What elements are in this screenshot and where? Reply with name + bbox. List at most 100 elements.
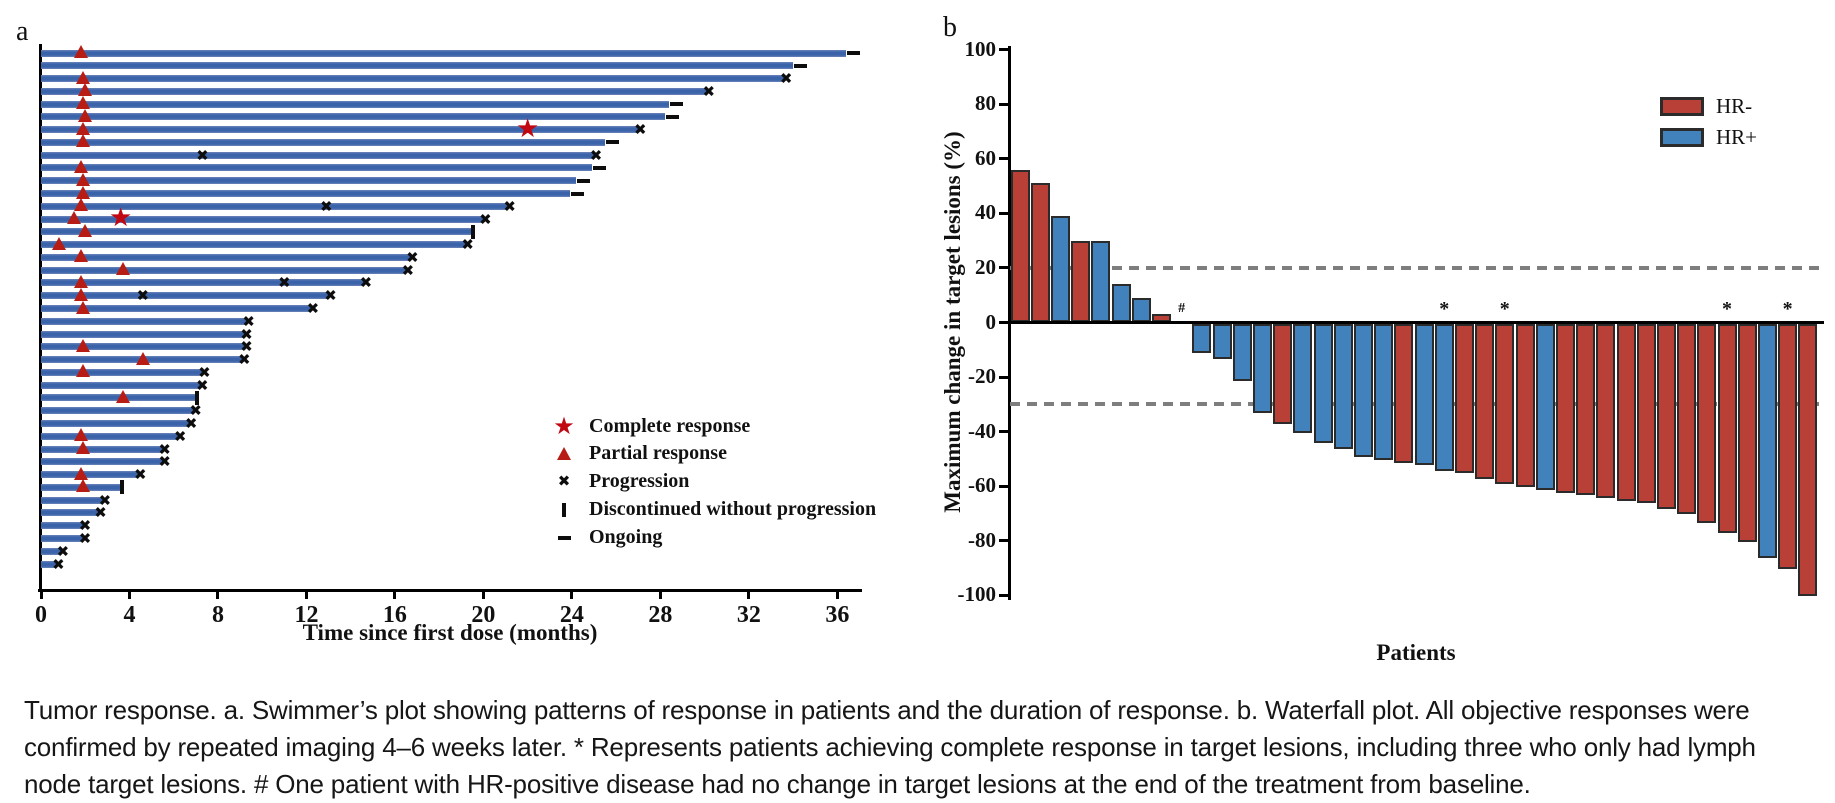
progression-end-marker: ✖ bbox=[237, 350, 251, 369]
swimmer-x-tick-label: 0 bbox=[35, 602, 47, 628]
swimmer-bar bbox=[41, 164, 592, 172]
panel-b-label: b bbox=[943, 12, 957, 43]
waterfall-y-tick-label: -40 bbox=[968, 418, 996, 443]
partial-response-marker bbox=[78, 108, 93, 122]
waterfall-y-tick-label: 100 bbox=[964, 36, 997, 61]
waterfall-y-tickmark bbox=[999, 157, 1008, 161]
waterfall-bar bbox=[1495, 323, 1515, 485]
progression-end-marker: ✖ bbox=[306, 299, 320, 318]
progression-end-marker: ✖ bbox=[134, 465, 147, 484]
progression-end-marker: ✖ bbox=[158, 452, 171, 471]
swimmer-bar bbox=[41, 253, 411, 261]
swimmer-bar bbox=[41, 471, 139, 479]
progression-end-marker: ✖ bbox=[78, 516, 92, 535]
discontinued-end-marker bbox=[194, 390, 199, 405]
swimmer-legend-item: ★ Complete response bbox=[553, 414, 750, 438]
waterfall-bar bbox=[1616, 323, 1636, 501]
waterfall-bar bbox=[1394, 323, 1414, 463]
swimmer-bar bbox=[41, 292, 329, 300]
swimmer-x-tickmark bbox=[481, 590, 485, 599]
progression-end-marker: ✖ bbox=[702, 82, 716, 101]
bar-annotation: # bbox=[1178, 301, 1186, 316]
swimmer-bar bbox=[41, 75, 785, 83]
swimmer-bar bbox=[41, 190, 570, 198]
panel-a-label: a bbox=[16, 16, 29, 47]
progression-marker: ✖ bbox=[196, 146, 209, 165]
partial-response-marker bbox=[73, 428, 88, 442]
progression-marker: ✖ bbox=[320, 197, 333, 216]
swimmer-x-tick-label: 32 bbox=[736, 602, 761, 628]
waterfall-bar bbox=[1252, 323, 1272, 414]
swimmer-bar bbox=[41, 138, 606, 146]
progression-end-marker: ✖ bbox=[324, 286, 337, 305]
progression-end-marker: ✖ bbox=[633, 120, 647, 139]
swimmer-x-tick-label: 8 bbox=[211, 602, 224, 628]
swimmer-x-tickmark bbox=[835, 590, 839, 599]
swimmer-plot-panel: a ✖ ✖ ★ ✖ ✖ ✖ ✖ ✖ ★ ✖ ✖ ✖ ✖ ✖ ✖ ✖ ✖ ✖ ✖ ✖ ✖ ✖ ✖ ✖ ✖ ✖ ✖ ✖ ✖ ✖ ✖ ✖ ✖ ✖ ✖ ✖ 0… bbox=[0, 0, 880, 690]
swimmer-bar bbox=[41, 215, 484, 223]
waterfall-y-tick-label: 0 bbox=[985, 309, 997, 334]
swimmer-x-tickmark bbox=[216, 590, 220, 599]
partial-response-marker bbox=[73, 287, 88, 301]
progression-end-marker: ✖ bbox=[158, 440, 171, 459]
waterfall-bar bbox=[1778, 323, 1798, 569]
waterfall-bar bbox=[1555, 323, 1575, 493]
progression-end-marker: ✖ bbox=[779, 69, 793, 88]
swimmer-bar bbox=[41, 228, 473, 236]
swimmer-bar bbox=[41, 522, 84, 530]
dash-icon bbox=[553, 535, 575, 540]
swimmer-legend-label: Partial response bbox=[589, 442, 727, 464]
waterfall-y-tick-label: -100 bbox=[957, 582, 997, 607]
swimmer-bar bbox=[41, 241, 466, 249]
swimmer-x-tick-label: 20 bbox=[471, 602, 496, 628]
bar-annotation: * bbox=[1499, 298, 1510, 320]
waterfall-y-tickmark bbox=[999, 484, 1008, 488]
waterfall-bar bbox=[1535, 323, 1555, 490]
swimmer-bar bbox=[41, 279, 364, 287]
reference-line bbox=[1010, 265, 1822, 270]
waterfall-y-tickmark bbox=[999, 539, 1008, 543]
partial-response-marker bbox=[115, 262, 130, 276]
waterfall-y-tick-label: 20 bbox=[975, 254, 996, 279]
swimmer-legend-label: Discontinued without progression bbox=[589, 498, 877, 520]
partial-response-marker bbox=[51, 236, 66, 250]
progression-end-marker: ✖ bbox=[242, 312, 255, 331]
waterfall-bar bbox=[1353, 323, 1373, 458]
waterfall-bar bbox=[1313, 323, 1333, 444]
partial-response-marker bbox=[73, 249, 88, 263]
waterfall-y-tickmark bbox=[999, 211, 1008, 215]
progression-end-marker: ✖ bbox=[56, 542, 70, 561]
waterfall-bar bbox=[1454, 323, 1474, 474]
bar-shape bbox=[562, 502, 566, 517]
waterfall-bar bbox=[1737, 323, 1757, 542]
partial-response-marker bbox=[73, 198, 88, 212]
partial-response-marker bbox=[76, 364, 91, 378]
ongoing-end-marker bbox=[592, 165, 606, 170]
waterfall-bar bbox=[1798, 323, 1818, 597]
triangle-icon bbox=[553, 447, 575, 460]
ongoing-end-marker bbox=[670, 102, 684, 107]
waterfall-bar bbox=[1697, 323, 1717, 523]
waterfall-bar bbox=[1212, 323, 1232, 359]
waterfall-y-tick-label: 80 bbox=[975, 91, 996, 116]
swimmer-bar bbox=[41, 496, 103, 504]
swimmer-bar bbox=[41, 509, 99, 517]
waterfall-bar bbox=[1374, 323, 1394, 460]
swimmer-x-tick-label: 36 bbox=[825, 602, 850, 628]
swimmer-legend-item: Ongoing bbox=[553, 526, 662, 549]
swimmer-legend-item: Discontinued without progression bbox=[553, 498, 876, 521]
waterfall-bar bbox=[1475, 323, 1495, 479]
swimmer-bar bbox=[41, 100, 670, 108]
swimmer-bar bbox=[41, 407, 194, 415]
x-icon: ✖ bbox=[557, 472, 571, 490]
discontinued-end-marker bbox=[471, 224, 476, 239]
waterfall-zero-line bbox=[1008, 321, 1824, 324]
waterfall-bar bbox=[1232, 323, 1252, 381]
swimmer-x-axis bbox=[38, 589, 862, 592]
swimmer-bar bbox=[41, 534, 84, 542]
waterfall-legend-label: HR- bbox=[1716, 94, 1753, 118]
swimmer-bar bbox=[41, 343, 245, 351]
partial-response-marker bbox=[76, 338, 91, 352]
waterfall-legend-label: HR+ bbox=[1716, 125, 1758, 149]
